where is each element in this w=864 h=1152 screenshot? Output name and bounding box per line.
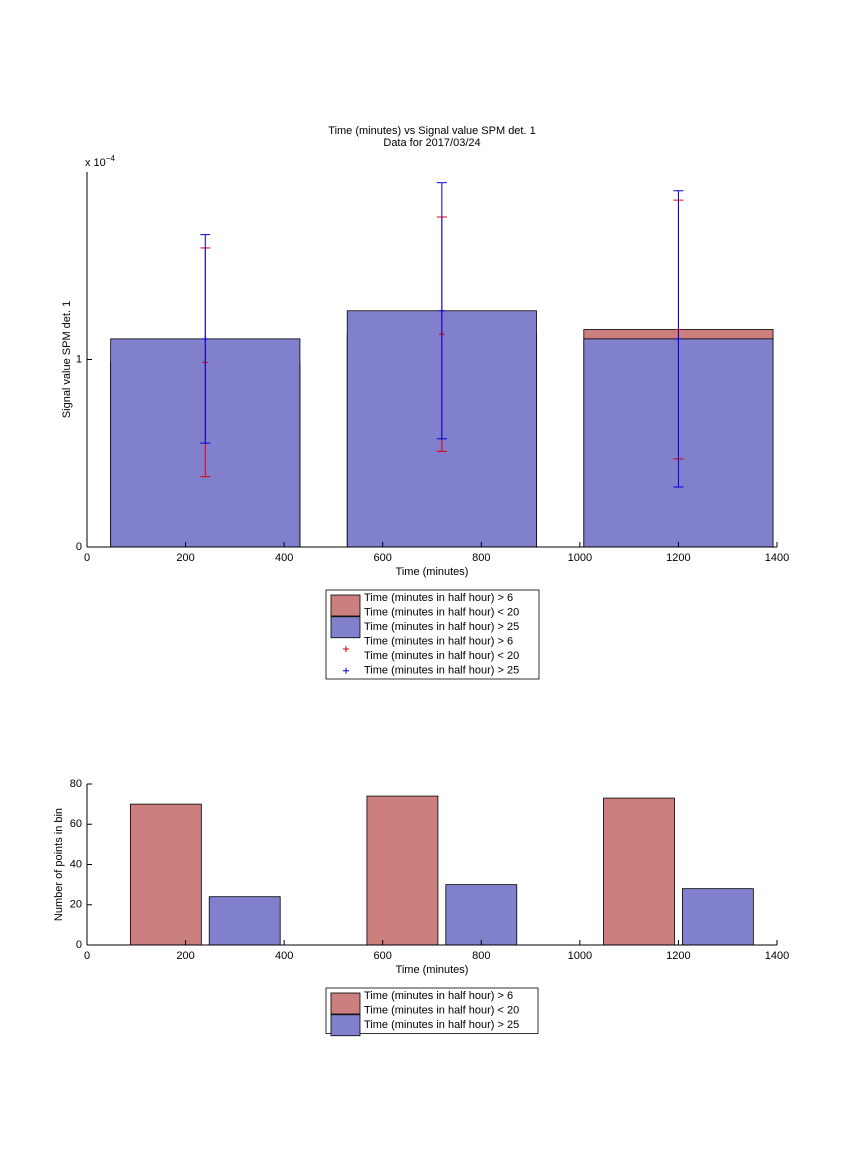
error-bar	[200, 234, 211, 444]
legend-label: Time (minutes in half hour) > 25	[364, 1019, 519, 1031]
y-axis-label: Number of points in bin	[53, 808, 65, 921]
error-bar-center	[202, 335, 209, 342]
legend-swatch	[330, 992, 361, 1015]
legend	[325, 987, 539, 1034]
x-axis-label: Time (minutes)	[396, 566, 469, 578]
y-multiplier-exponent: −4	[106, 154, 116, 163]
error-bar-center	[675, 335, 682, 342]
y-axis-label: Signal value SPM det. 1	[61, 301, 73, 418]
x-tick-label: 0	[84, 552, 90, 564]
error-bar	[436, 182, 447, 440]
bar	[445, 884, 518, 946]
y-tick-label: 20	[70, 899, 82, 911]
x-tick-label: 0	[84, 950, 90, 962]
legend-marker	[343, 646, 349, 652]
chart-title: Data for 2017/03/24	[383, 137, 480, 149]
legend-marker	[343, 667, 349, 674]
error-bar-center	[438, 307, 445, 314]
bar	[129, 803, 202, 946]
x-tick-label: 200	[176, 950, 194, 962]
x-tick-label: 1000	[568, 950, 592, 962]
x-tick-label: 800	[472, 950, 490, 962]
y-tick-label: 80	[70, 778, 82, 790]
legend-label: Time (minutes in half hour) < 20	[364, 1005, 519, 1017]
legend-label: Time (minutes in half hour) > 6	[364, 990, 513, 1002]
legend-label: Time (minutes in half hour) < 20	[364, 607, 519, 619]
x-tick-label: 1200	[666, 552, 690, 564]
bar	[208, 896, 281, 946]
bar	[681, 888, 754, 946]
x-tick-label: 1200	[666, 950, 690, 962]
x-tick-label: 400	[275, 552, 293, 564]
y-tick-label: 1	[76, 353, 82, 365]
legend-label: Time (minutes in half hour) > 6	[364, 592, 513, 604]
x-tick-label: 600	[374, 552, 392, 564]
x-tick-label: 800	[472, 552, 490, 564]
y-tick-label: 0	[76, 939, 82, 951]
bar	[603, 797, 675, 946]
error-bar	[673, 190, 684, 488]
y-multiplier: x 10−4	[85, 154, 115, 169]
chart-title: Time (minutes) vs Signal value SPM det. …	[328, 125, 535, 137]
x-tick-label: 1000	[568, 552, 592, 564]
x-tick-label: 200	[176, 552, 194, 564]
legend-label: Time (minutes in half hour) < 20	[364, 650, 519, 662]
y-tick-label: 0	[76, 541, 82, 553]
y-multiplier-base: x 10	[85, 157, 106, 169]
legend-label: Time (minutes in half hour) > 25	[364, 621, 519, 633]
legend-label: Time (minutes in half hour) > 6	[364, 636, 513, 648]
legend-swatch	[330, 594, 361, 617]
legend-label: Time (minutes in half hour) > 25	[364, 665, 519, 677]
y-tick-label: 40	[70, 858, 82, 870]
legend-swatch	[330, 1014, 361, 1037]
x-tick-label: 600	[374, 950, 392, 962]
x-axis-label: Time (minutes)	[396, 964, 469, 976]
legend-swatch	[330, 616, 361, 639]
bar	[366, 795, 439, 946]
legend	[325, 589, 540, 680]
x-tick-label: 1400	[765, 552, 789, 564]
y-tick-label: 60	[70, 818, 82, 830]
x-tick-label: 1400	[765, 950, 789, 962]
x-tick-label: 400	[275, 950, 293, 962]
